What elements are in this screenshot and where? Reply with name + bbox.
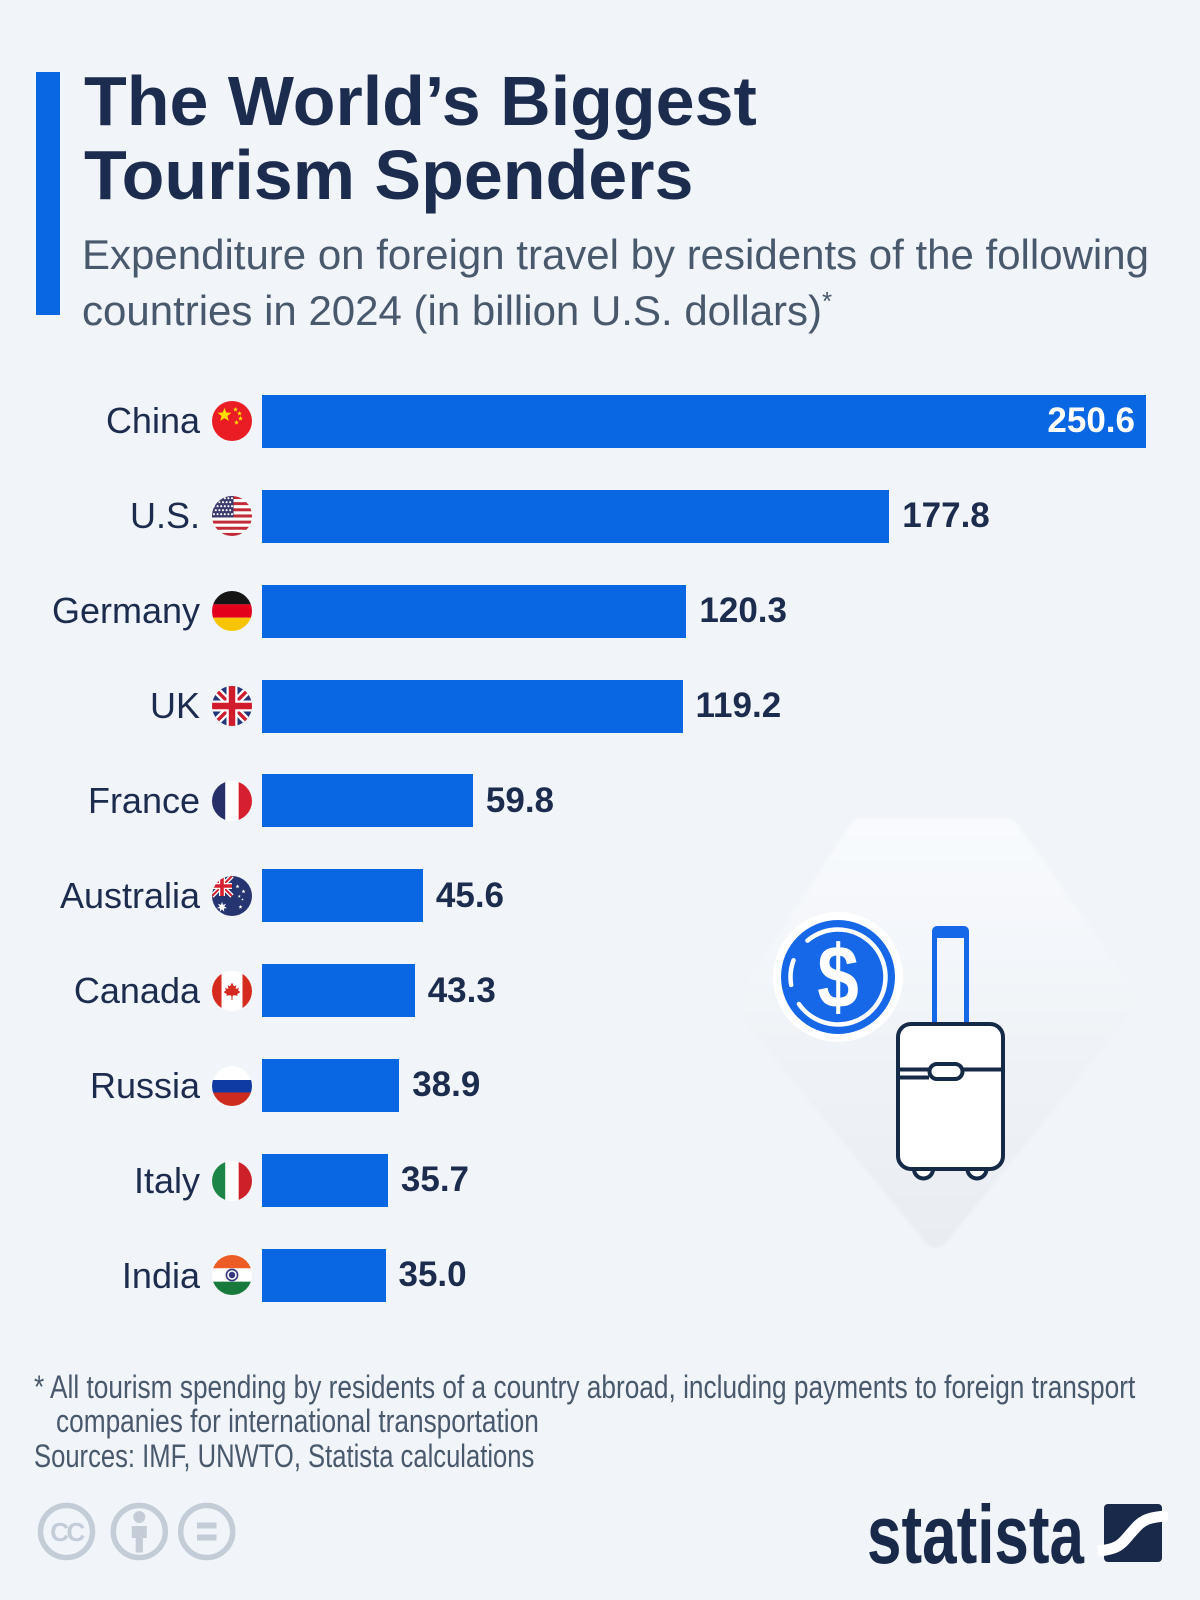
svg-text:$: $ bbox=[817, 929, 859, 1028]
svg-text:CC: CC bbox=[50, 1517, 85, 1547]
svg-text:statista: statista bbox=[867, 1502, 1085, 1572]
